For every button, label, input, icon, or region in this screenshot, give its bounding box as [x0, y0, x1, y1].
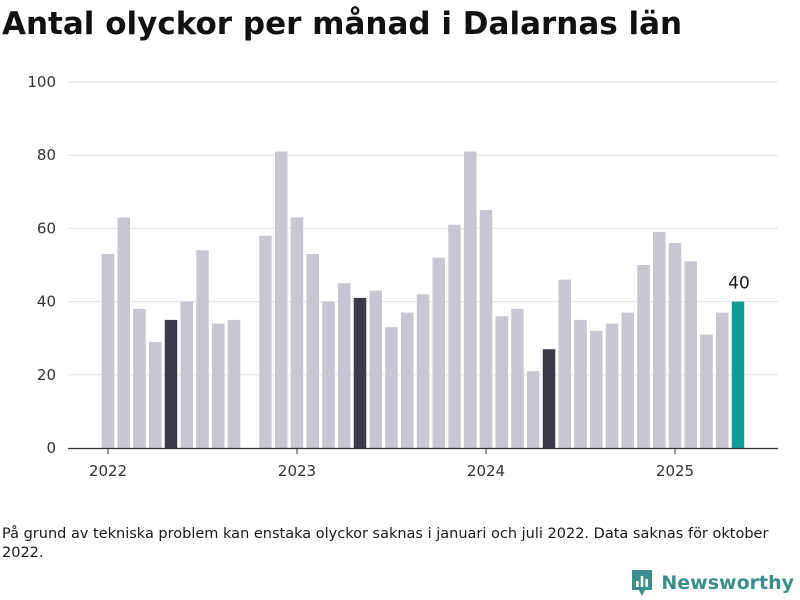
- x-tick-label: 2023: [278, 462, 316, 480]
- y-tick-label: 0: [46, 439, 56, 457]
- bar-2024-12: [653, 232, 666, 448]
- bar-2024-02: [495, 316, 508, 448]
- x-tick-label: 2025: [656, 462, 694, 480]
- x-tick-label: 2024: [467, 462, 505, 480]
- bar-2024-01: [479, 210, 493, 448]
- bar-2024-08: [590, 330, 603, 448]
- bar-2023-05: [353, 297, 367, 448]
- bar-2022-02: [117, 217, 130, 448]
- bar-2022-06: [180, 301, 193, 448]
- bar-2025-03: [700, 334, 713, 448]
- y-tick-label: 60: [37, 219, 56, 237]
- y-axis-ticks: 0 20 40 60 80 100: [27, 73, 56, 457]
- bar-2022-03: [133, 308, 146, 448]
- x-axis-ticks: 2022 2023 2024 2025: [89, 448, 694, 480]
- bar-2022-05: [164, 319, 178, 448]
- bar-2024-09: [605, 323, 619, 448]
- bar-2023-03: [322, 301, 335, 448]
- bar-2024-04: [527, 371, 540, 448]
- data-label: 40: [728, 274, 750, 294]
- bar-2025-02: [684, 261, 697, 448]
- bar-2023-09: [416, 294, 430, 448]
- bar-2023-07: [385, 327, 398, 448]
- bar-2022-01: [101, 254, 115, 448]
- bar-2022-08: [212, 323, 225, 448]
- bar-2022-04: [149, 341, 162, 448]
- bar-2024-06: [558, 279, 571, 448]
- bar-2025-01: [668, 243, 682, 448]
- y-tick-label: 20: [37, 366, 56, 384]
- bar-2023-12: [464, 151, 477, 448]
- chart-title: Antal olyckor per månad i Dalarnas län: [2, 6, 683, 42]
- bar-2024-11: [637, 265, 650, 448]
- brand-name: Newsworthy: [661, 572, 794, 594]
- bar-2023-04: [338, 283, 351, 448]
- newsworthy-logo-icon: [632, 570, 653, 596]
- bar-2022-07: [196, 250, 209, 448]
- y-tick-label: 80: [37, 146, 56, 164]
- bar-2023-08: [401, 312, 414, 448]
- bar-2022-11: [259, 235, 272, 448]
- bar-2022-12: [275, 151, 288, 448]
- bar-2025-05: [731, 301, 745, 448]
- bar-2025-04: [716, 312, 729, 448]
- bar-2023-06: [369, 290, 382, 448]
- footnote: På grund av tekniska problem kan enstaka…: [2, 526, 769, 561]
- bar-2024-05: [542, 349, 556, 448]
- data-labels: 40: [728, 274, 750, 294]
- bar-2024-07: [574, 319, 587, 448]
- bar-2023-02: [306, 254, 319, 448]
- y-tick-label: 100: [27, 73, 56, 91]
- x-tick-label: 2022: [89, 462, 127, 480]
- bar-2022-09: [227, 319, 241, 448]
- bar-chart: 0 20 40 60 80 100 2022 2023 2024 2025 40: [27, 73, 778, 480]
- bar-2023-10: [432, 257, 445, 448]
- brand-logo: Newsworthy: [630, 568, 794, 598]
- bar-2024-03: [511, 308, 524, 448]
- bar-2023-01: [290, 217, 304, 448]
- bars: [101, 151, 745, 448]
- y-tick-label: 40: [37, 293, 56, 311]
- bar-2024-10: [621, 312, 634, 448]
- bar-2023-11: [448, 224, 461, 448]
